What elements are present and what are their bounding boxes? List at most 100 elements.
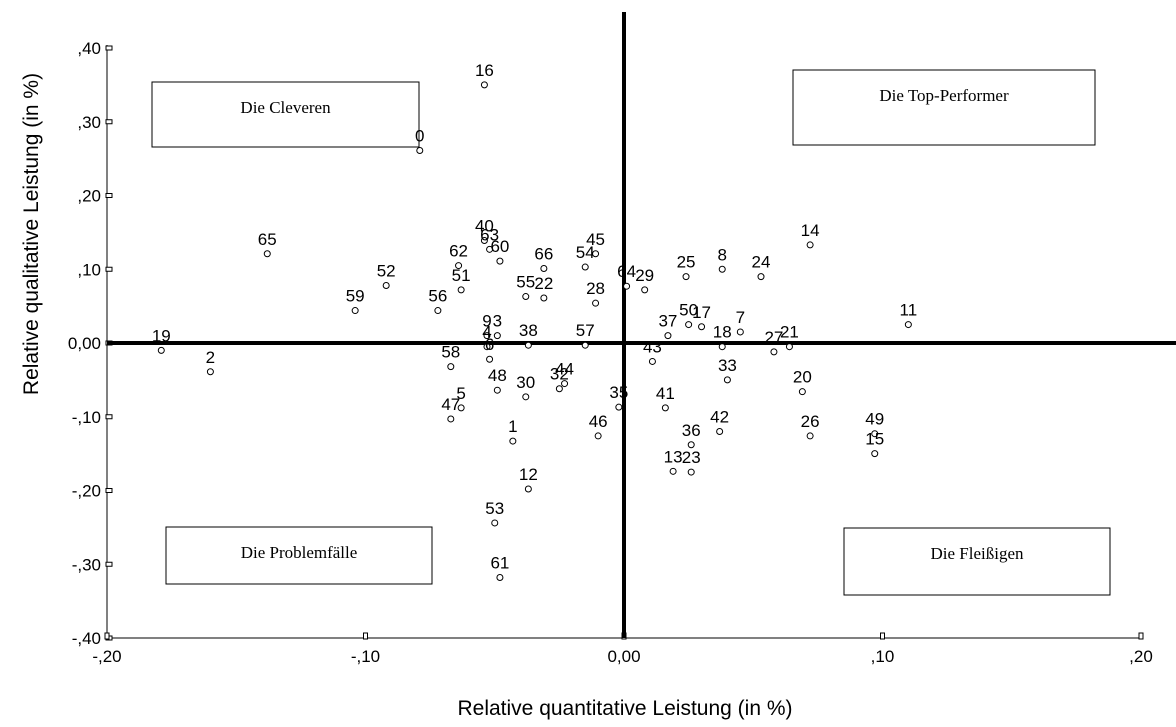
point-label-27: 27 [764,328,783,347]
y-tick-label: -,40 [72,629,101,648]
quadrant-label-bottom-right: Die Fleißigen [930,544,1024,563]
point-label-47: 47 [441,395,460,414]
data-point-45 [592,250,600,258]
data-point-37 [664,332,672,340]
quadrant-box-top-right [792,69,1096,146]
point-label-64: 64 [617,262,636,281]
data-point-13 [669,467,677,475]
y-tick-label: -,10 [72,408,101,427]
data-point-38 [524,341,532,349]
y-tick-label: 0,00 [68,334,101,353]
point-label-24: 24 [752,253,771,272]
point-label-19: 19 [152,326,171,345]
data-point-32 [555,385,563,393]
point-label-63: 63 [480,225,499,244]
point-label-44: 44 [555,360,574,379]
point-label-5: 5 [456,384,465,403]
point-label-1: 1 [508,417,517,436]
data-point-26 [806,432,814,440]
data-point-16 [480,81,488,89]
y-tick-label: -,20 [72,482,101,501]
quadrant-box-top-left [151,81,420,148]
data-point-47 [447,415,455,423]
data-point-50 [685,321,693,329]
data-point-29 [641,286,649,294]
data-point-1 [509,437,517,445]
data-point-5 [457,404,465,412]
point-label-4: 4 [482,323,491,342]
point-label-8: 8 [717,245,726,264]
point-label-32: 32 [550,365,569,384]
point-label-18: 18 [713,323,732,342]
quadrant-label-top-right: Die Top-Performer [879,86,1009,105]
point-label-9: 9 [482,312,491,331]
data-point-56 [434,307,442,315]
y-tick-label: ,30 [77,113,101,132]
point-label-30: 30 [516,373,535,392]
quadrant-label-top-left: Die Cleveren [240,98,331,117]
x-tick-label: ,10 [871,647,895,666]
point-label-20: 20 [793,368,812,387]
quadrant-label-bottom-left: Die Problemfälle [241,543,358,562]
y-tick-label: -,30 [72,555,101,574]
data-point-8 [718,265,726,273]
data-point-51 [457,286,465,294]
data-point-2 [206,368,214,376]
y-tick-mark [105,488,113,493]
data-point-61 [496,574,504,582]
point-label-42: 42 [710,408,729,427]
data-point-27 [770,348,778,356]
x-tick-label: -,20 [92,647,121,666]
point-label-25: 25 [677,253,696,272]
data-point-14 [806,241,814,249]
point-label-12: 12 [519,465,538,484]
x-tick-mark [880,632,885,640]
point-label-2: 2 [206,348,215,367]
point-label-46: 46 [589,412,608,431]
data-point-52 [382,281,390,289]
point-label-52: 52 [377,261,396,280]
x-axis-title: Relative quantitative Leistung (in %) [457,697,792,720]
data-point-19 [157,346,165,354]
data-point-0 [416,147,424,155]
point-label-28: 28 [586,279,605,298]
data-point-66 [540,265,548,273]
data-point-62 [455,262,463,270]
y-tick-mark [105,119,113,125]
y-tick-mark [105,45,113,51]
data-point-11 [904,321,912,329]
y-tick-mark [105,414,113,420]
data-point-24 [757,273,765,281]
y-tick-mark [105,266,113,272]
data-point-28 [592,299,600,307]
y-tick-mark [105,561,113,567]
point-label-49: 49 [865,410,884,429]
data-point-22 [540,294,548,302]
data-point-17 [698,323,706,331]
point-label-3: 3 [493,312,502,331]
point-label-66: 66 [534,245,553,264]
point-label-11: 11 [900,301,918,320]
point-label-7: 7 [736,308,745,327]
y-tick-mark [105,193,113,198]
data-point-23 [687,468,695,476]
point-label-40: 40 [475,216,494,235]
point-label-37: 37 [658,312,677,331]
point-label-17: 17 [692,303,711,322]
point-label-50: 50 [679,301,698,320]
point-label-33: 33 [718,356,737,375]
point-label-23: 23 [682,448,701,467]
x-tick-mark [104,632,110,640]
y-tick-label: ,40 [77,39,101,58]
point-label-15: 15 [865,430,884,449]
data-point-4 [483,343,491,351]
point-label-45: 45 [586,230,605,249]
data-point-44 [561,380,569,388]
point-label-29: 29 [635,266,654,285]
data-point-7 [736,328,744,336]
data-point-65 [263,250,271,258]
data-point-58 [447,363,455,371]
data-point-59 [351,307,359,315]
point-label-36: 36 [682,421,701,440]
